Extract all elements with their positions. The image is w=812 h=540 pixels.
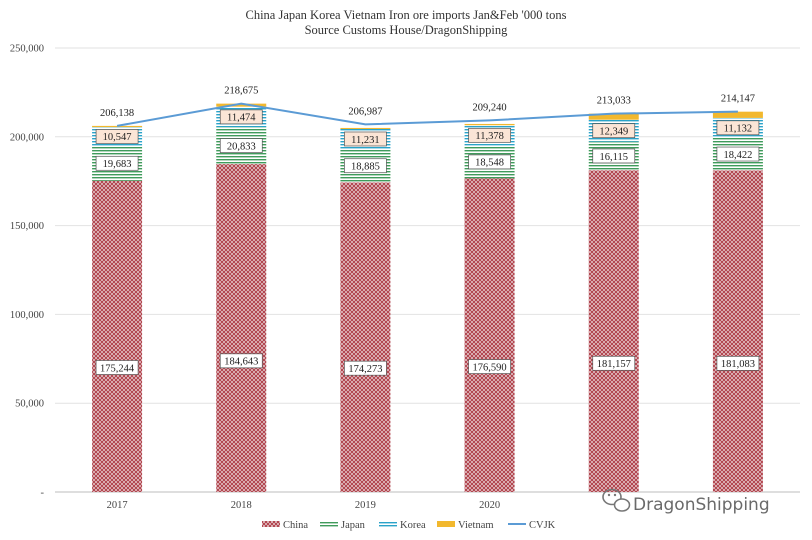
cvjk-line-layer: 206,138 218,675 206,987 209,240 213,033 214,1… xyxy=(100,86,755,127)
cvjk-total-label: 218,675 xyxy=(224,86,258,97)
data-label-japan: 18,548 xyxy=(475,158,504,169)
bar-china xyxy=(464,178,515,492)
legend-label: China xyxy=(283,520,308,531)
data-label-korea: 11,231 xyxy=(351,135,380,146)
y-tick-label: 250,000 xyxy=(10,44,44,55)
y-tick-label: 50,000 xyxy=(15,399,44,410)
legend-swatch xyxy=(262,521,280,527)
chart-title: China Japan Korea Vietnam Iron ore impor… xyxy=(245,8,566,22)
data-label-korea: 11,132 xyxy=(724,124,753,135)
legend-vietnam: Vietnam xyxy=(437,520,494,531)
legend-swatch xyxy=(379,521,397,527)
cvjk-total-label: 206,138 xyxy=(100,108,134,119)
watermark-text: DragonShipping xyxy=(633,495,770,515)
legend: China Japan Korea Vietnam CVJK xyxy=(262,520,556,531)
data-label-korea: 11,474 xyxy=(227,113,256,124)
y-tick-label: 100,000 xyxy=(10,310,44,321)
legend-swatch xyxy=(437,521,455,527)
data-label-box xyxy=(219,138,263,153)
x-tick-label: 2018 xyxy=(231,500,252,511)
legend-label: CVJK xyxy=(529,520,556,531)
data-label-korea: 11,378 xyxy=(475,131,504,142)
legend-label: Korea xyxy=(400,520,426,531)
cvjk-total-label: 209,240 xyxy=(473,102,507,113)
legend-swatch xyxy=(320,521,338,527)
data-label-box xyxy=(344,158,387,174)
data-label-box xyxy=(344,360,387,376)
data-label-china: 175,244 xyxy=(100,363,135,374)
legend-china: China xyxy=(262,520,308,531)
y-tick-label: 200,000 xyxy=(10,132,44,143)
legend-japan: Japan xyxy=(320,520,366,531)
x-tick-label: 2020 xyxy=(479,500,500,511)
data-label-box xyxy=(716,356,760,371)
data-label-box xyxy=(468,154,511,170)
cvjk-total-label: 214,147 xyxy=(721,94,755,105)
data-label-box xyxy=(592,355,636,371)
data-label-box xyxy=(716,120,760,136)
bar-vietnam xyxy=(340,127,391,130)
bar-china xyxy=(216,164,267,492)
watermark: DragonShipping xyxy=(602,488,770,515)
data-label-box xyxy=(468,359,511,374)
bar-vietnam xyxy=(588,113,639,120)
data-label-box xyxy=(592,148,636,164)
legend-cvjk: CVJK xyxy=(508,520,556,531)
x-axis-ticks: 2017 2018 2019 2020 xyxy=(107,500,501,511)
data-label-box xyxy=(468,127,511,143)
legend-label: Vietnam xyxy=(458,520,494,531)
y-tick-label: 150,000 xyxy=(10,221,44,232)
wechat-icon xyxy=(602,488,631,512)
data-label-china: 184,643 xyxy=(224,357,258,368)
data-label-korea: 12,349 xyxy=(599,126,628,137)
bar-vietnam xyxy=(712,111,763,118)
bar-vietnam xyxy=(92,125,143,128)
data-label-box xyxy=(95,155,139,171)
cvjk-total-label: 213,033 xyxy=(597,96,631,107)
cvjk-line xyxy=(116,102,738,127)
bar-data-labels: 175,244 19,683 10,547 184,643 20,833 11,474 17… xyxy=(95,109,760,376)
data-label-japan: 18,422 xyxy=(723,150,752,161)
data-label-box xyxy=(95,129,139,144)
bar-china xyxy=(340,182,391,492)
data-label-box xyxy=(716,146,760,162)
data-label-china: 181,157 xyxy=(597,359,631,370)
data-label-japan: 18,885 xyxy=(351,162,380,173)
y-axis-ticks: - 50,000 100,000 150,000 200,000 250,000 xyxy=(10,44,45,499)
bar-china xyxy=(92,180,143,492)
bars xyxy=(92,103,763,492)
legend-korea: Korea xyxy=(379,520,426,531)
chart-subtitle: Source Customs House/DragonShipping xyxy=(305,23,509,37)
data-label-box xyxy=(592,123,636,139)
data-label-korea: 10,547 xyxy=(103,132,132,143)
gridlines xyxy=(55,47,800,493)
data-label-box xyxy=(219,109,263,125)
data-label-china: 174,273 xyxy=(348,364,382,375)
x-tick-label: 2019 xyxy=(355,500,376,511)
data-label-china: 176,590 xyxy=(473,362,507,373)
bar-china xyxy=(588,170,639,492)
x-tick-label: 2017 xyxy=(107,500,128,511)
bar-vietnam xyxy=(464,123,515,126)
cvjk-total-label: 206,987 xyxy=(348,106,382,117)
bar-china xyxy=(712,170,763,492)
data-label-box xyxy=(219,353,263,369)
legend-label: Japan xyxy=(341,520,366,531)
data-label-box xyxy=(344,131,387,147)
data-label-china: 181,083 xyxy=(721,359,755,370)
data-label-japan: 19,683 xyxy=(103,159,132,170)
bar-vietnam xyxy=(216,103,267,107)
data-label-box xyxy=(95,360,139,375)
data-label-japan: 16,115 xyxy=(600,152,629,163)
y-tick-label: - xyxy=(41,488,45,499)
data-label-japan: 20,833 xyxy=(227,141,256,152)
